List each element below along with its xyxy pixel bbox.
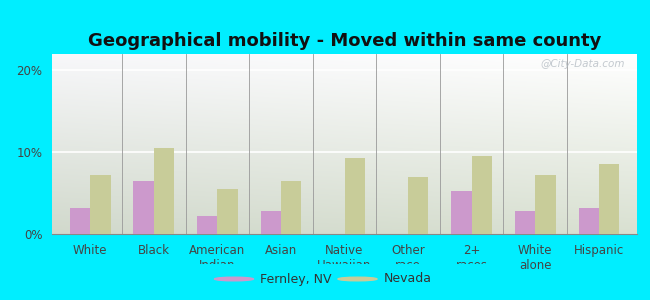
Bar [154, 148, 174, 234]
Text: Fernley, NV: Fernley, NV [260, 272, 332, 286]
Bar [535, 175, 556, 234]
Bar [70, 208, 90, 234]
Circle shape [338, 277, 377, 281]
Bar [599, 164, 619, 234]
Circle shape [214, 277, 254, 281]
Bar [281, 181, 301, 234]
Bar [408, 177, 428, 234]
Bar [472, 156, 492, 234]
Bar [261, 211, 281, 234]
Text: Nevada: Nevada [384, 272, 432, 286]
Bar [515, 211, 535, 234]
Bar [344, 158, 365, 234]
Title: Geographical mobility - Moved within same county: Geographical mobility - Moved within sam… [88, 32, 601, 50]
Text: @City-Data.com: @City-Data.com [541, 59, 625, 69]
Bar [217, 189, 238, 234]
Bar [90, 175, 110, 234]
Bar [578, 208, 599, 234]
Bar [451, 191, 472, 234]
Bar [133, 181, 154, 234]
Bar [197, 216, 217, 234]
